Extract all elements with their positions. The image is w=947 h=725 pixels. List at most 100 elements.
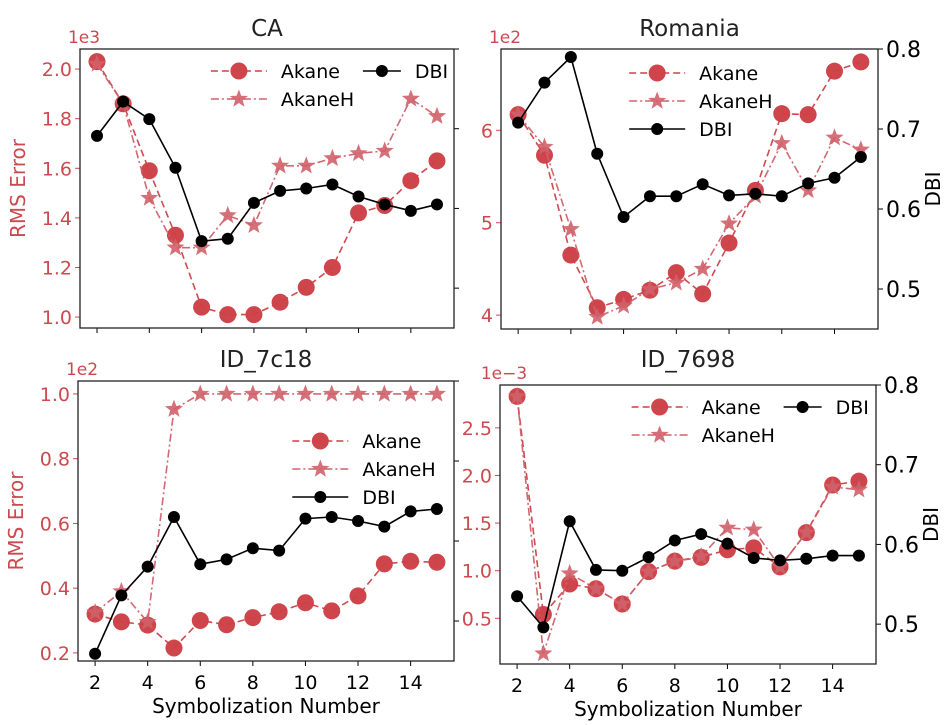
legend: Akane DBI AkaneH: [631, 397, 869, 447]
data-point-dbi: [430, 503, 443, 515]
data-point-akaneh: [560, 564, 579, 582]
data-point-akaneh: [535, 137, 554, 155]
legend-item-akaneh: AkaneH: [631, 425, 775, 447]
data-point-akane: [244, 609, 262, 627]
y-tick-label: 1.5: [462, 513, 492, 535]
data-point-akane: [799, 106, 817, 124]
data-point-akaneh: [799, 180, 818, 199]
legend-marker: [229, 89, 248, 107]
series-dbi: [512, 51, 867, 223]
series-line-akaneh: [517, 114, 862, 319]
y-tick-label: 0.5: [462, 608, 492, 630]
data-point-dbi: [747, 551, 760, 564]
legend: Akane DBI AkaneH: [210, 61, 448, 111]
data-point-akane: [428, 553, 446, 571]
data-point-dbi: [378, 520, 391, 533]
y2-tick-label: 0.8: [884, 374, 919, 399]
data-point-dbi: [117, 95, 130, 108]
data-point-akaneh: [823, 477, 842, 495]
x-tick-label: 8: [247, 672, 259, 694]
y-tick-label: 0.2: [40, 643, 70, 665]
plot-area: [86, 384, 446, 660]
x-tick-label: 6: [194, 672, 206, 694]
data-point-akaneh: [772, 133, 791, 151]
y2-tick-label: 0.7: [886, 118, 921, 143]
x-tick-label: 2: [89, 672, 101, 694]
data-point-dbi: [696, 178, 709, 191]
series-akane: [88, 53, 446, 324]
legend-marker: [648, 64, 666, 82]
data-point-akane: [349, 587, 367, 605]
data-point-akane: [402, 172, 420, 190]
data-point-akaneh: [614, 296, 633, 314]
data-point-dbi: [404, 505, 417, 518]
y-offset-label: 1e2: [66, 360, 98, 380]
y-tick-label: 2.0: [42, 59, 72, 81]
data-point-dbi: [775, 190, 788, 203]
legend-item-akane: Akane: [631, 397, 761, 419]
data-point-dbi: [591, 147, 604, 160]
subplot-id_7698: ID_7698 2 4 6 8 10 12 14 Symbolization Number 0.5…: [462, 347, 943, 721]
data-point-akane: [271, 293, 289, 311]
data-point-akaneh: [693, 259, 712, 277]
data-point-akane: [852, 53, 870, 71]
data-point-akaneh: [166, 238, 185, 256]
y-tick-label: 1.6: [42, 158, 72, 180]
y-axis-label: RMS Error: [4, 471, 28, 571]
data-point-akaneh: [849, 480, 868, 498]
x-tick-label: 14: [399, 672, 423, 694]
data-point-akaneh: [720, 214, 739, 232]
data-point-akane: [375, 555, 393, 573]
data-point-akaneh: [271, 156, 290, 174]
y-offset-label: 1e2: [489, 28, 521, 48]
y2-tick-label: 0.7: [884, 454, 919, 479]
data-point-dbi: [352, 515, 365, 527]
y2-tick-label: 0.8: [886, 38, 921, 63]
series-line-akane: [94, 560, 437, 650]
series-dbi: [511, 515, 865, 634]
data-point-akane: [270, 603, 288, 621]
legend-label: Akane: [702, 397, 761, 419]
data-point-dbi: [723, 189, 736, 202]
data-point-akaneh: [401, 89, 420, 107]
data-point-dbi: [512, 116, 525, 129]
data-point-akane: [562, 246, 580, 264]
data-point-akaneh: [322, 384, 341, 402]
legend-item-akane: Akane: [292, 431, 421, 453]
data-point-akaneh: [401, 384, 420, 402]
data-point-akaneh: [718, 518, 737, 536]
data-point-dbi: [378, 198, 391, 211]
data-point-dbi: [247, 196, 260, 209]
data-point-akane: [193, 298, 211, 316]
data-point-dbi: [115, 589, 128, 602]
data-point-dbi: [538, 76, 551, 89]
data-point-akane: [165, 639, 183, 657]
y-offset-label: 1e−3: [481, 364, 527, 384]
legend-item-akaneh: AkaneH: [629, 91, 773, 113]
subplot-title: ID_7c18: [220, 347, 313, 373]
data-point-akaneh: [561, 219, 580, 237]
y-tick-label: 2.0: [462, 465, 492, 487]
data-point-akane: [297, 278, 315, 296]
series-line-akane: [96, 61, 438, 316]
data-point-akaneh: [744, 520, 763, 538]
y-offset-label: 1e3: [68, 28, 100, 48]
data-point-akaneh: [825, 128, 844, 146]
legend-item-dbi: DBI: [629, 119, 732, 141]
x-tick-label: 10: [715, 675, 739, 697]
plot-area: [508, 386, 868, 662]
data-point-dbi: [431, 198, 443, 211]
y2-axis-label: DBI: [919, 507, 943, 542]
data-point-dbi: [326, 178, 339, 191]
series-akane: [86, 552, 446, 657]
data-point-akane: [826, 62, 843, 80]
legend-item-akaneh: AkaneH: [292, 459, 436, 481]
data-point-dbi: [274, 184, 287, 197]
data-point-akaneh: [427, 384, 446, 402]
data-point-dbi: [800, 552, 813, 565]
legend-marker: [230, 62, 248, 80]
axes-frame: [79, 48, 455, 329]
series-akaneh: [87, 54, 447, 256]
data-point-dbi: [643, 190, 656, 203]
data-point-akaneh: [191, 384, 210, 402]
